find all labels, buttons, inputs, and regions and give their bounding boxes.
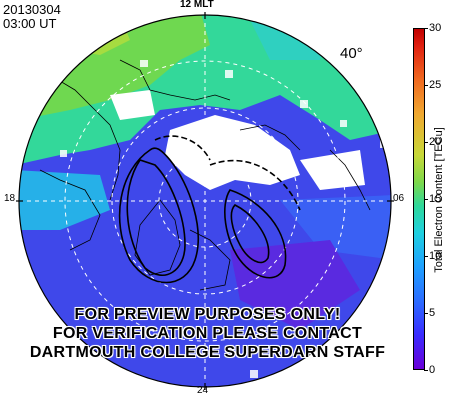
watermark-line-3: DARTMOUTH COLLEGE SUPERDARN STAFF xyxy=(29,344,386,361)
colorbar-tick-mark xyxy=(424,313,428,314)
watermark-line-1: FOR PREVIEW PURPOSES ONLY! xyxy=(74,306,341,323)
colorbar-label: Total Electron Content [TECu] xyxy=(433,127,445,273)
latitude-label: 40° xyxy=(340,45,363,62)
colorbar-tick-mark xyxy=(424,199,428,200)
mlt-label-bottom: 24 xyxy=(197,385,209,396)
mlt-ticks xyxy=(16,12,394,390)
mlt-label-left: 18 xyxy=(4,193,16,204)
colorbar-tick-mark xyxy=(424,85,428,86)
time-label: 03:00 UT xyxy=(3,16,57,31)
colorbar-tick-label: 15 xyxy=(429,193,442,205)
colorbar-tick-mark xyxy=(424,142,428,143)
date-label: 20130304 xyxy=(3,2,61,17)
colorbar-tick-label: 0 xyxy=(429,364,436,376)
colorbar-tick-mark xyxy=(424,256,428,257)
colorbar-tick-label: 10 xyxy=(429,250,442,262)
colorbar-tick-label: 5 xyxy=(429,307,436,319)
colorbar-tick-mark xyxy=(424,370,428,371)
mlt-label-top: 12 MLT xyxy=(180,0,214,10)
mlt-label-right: 06 xyxy=(393,193,405,204)
colorbar-tick-label: 25 xyxy=(429,79,442,91)
colorbar-tick-mark xyxy=(424,28,428,29)
convection-contours xyxy=(118,135,301,284)
colorbar-tick-label: 20 xyxy=(429,136,442,148)
colorbar-tick-label: 30 xyxy=(429,22,442,34)
watermark-line-2: FOR VERIFICATION PLEASE CONTACT xyxy=(52,325,363,342)
